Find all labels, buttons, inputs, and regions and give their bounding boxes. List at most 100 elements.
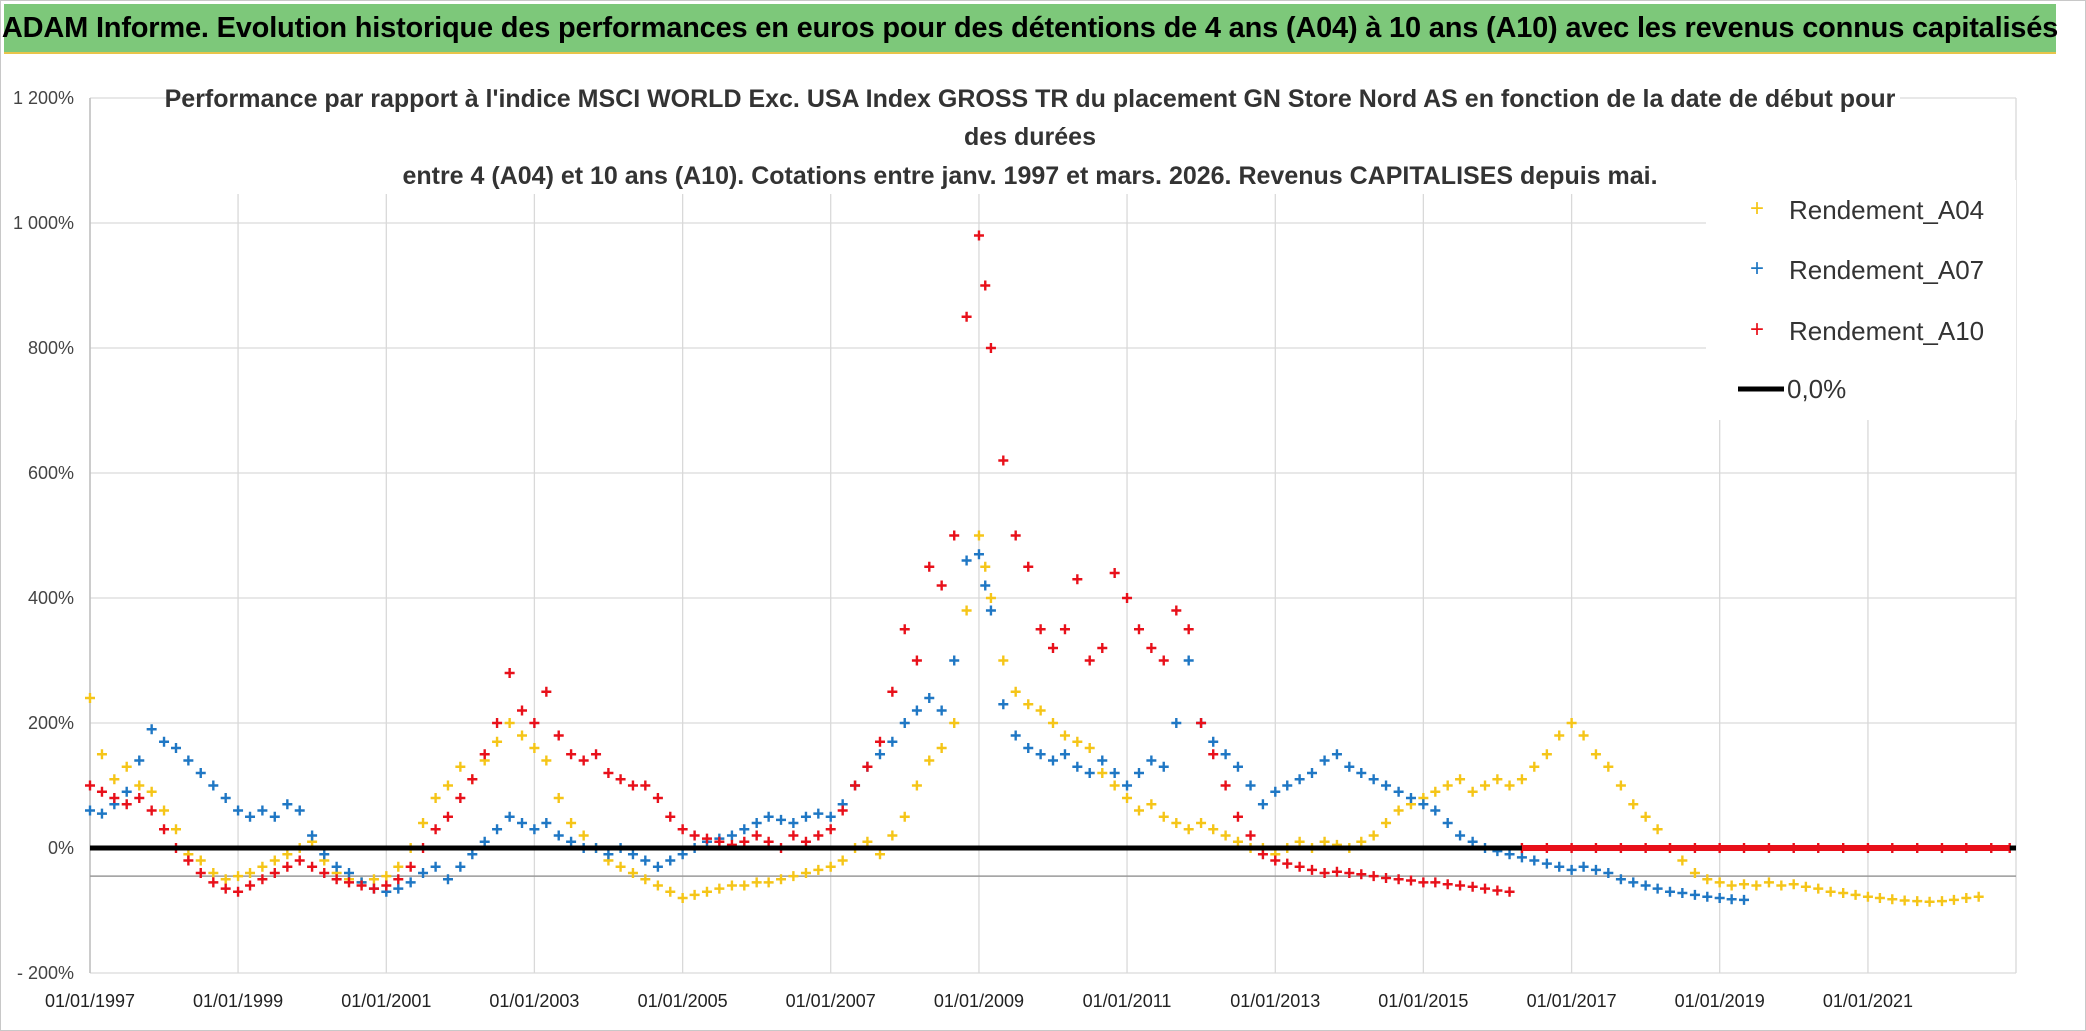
chart-title-line-2: des durées: [964, 123, 1096, 151]
data-point: [1455, 830, 1466, 841]
data-point: [455, 861, 466, 872]
data-point: [578, 755, 589, 766]
data-point: [442, 811, 453, 822]
data-point: [1282, 780, 1293, 791]
data-point: [1615, 874, 1626, 885]
data-point: [1368, 774, 1379, 785]
data-point: [788, 830, 799, 841]
data-point: [1702, 891, 1713, 902]
data-point: [492, 824, 503, 835]
data-point: [1948, 894, 1959, 905]
data-point: [887, 830, 898, 841]
data-point: [813, 808, 824, 819]
data-point: [1455, 880, 1466, 891]
legend-label-a07: Rendement_A07: [1789, 255, 1984, 285]
data-point: [1504, 780, 1515, 791]
data-point: [257, 861, 268, 872]
data-point: [1245, 830, 1256, 841]
data-point: [418, 818, 429, 828]
data-point: [1516, 774, 1527, 785]
data-point: [1183, 655, 1194, 666]
data-point: [1356, 768, 1367, 778]
data-point: [665, 886, 676, 897]
data-point: [319, 868, 330, 878]
data-point: [1183, 824, 1194, 835]
data-point: [1800, 881, 1811, 892]
data-point: [837, 805, 848, 816]
data-point: [1492, 774, 1503, 785]
data-point: [1813, 883, 1824, 894]
data-point: [1097, 768, 1108, 778]
data-point: [1294, 774, 1305, 785]
legend-marker-a10: +: [1750, 316, 1764, 343]
data-point: [1850, 889, 1861, 900]
data-point: [825, 861, 836, 872]
data-point: [1615, 780, 1626, 791]
data-point: [442, 874, 453, 885]
data-point: [1208, 749, 1219, 760]
data-point: [627, 849, 638, 860]
data-point: [603, 849, 614, 860]
data-point: [701, 886, 712, 897]
data-point: [517, 730, 528, 741]
data-point: [504, 811, 515, 822]
data-point: [1393, 874, 1404, 885]
data-point: [887, 736, 898, 747]
data-point: [1010, 730, 1021, 741]
data-point: [245, 880, 256, 891]
data-point: [109, 793, 120, 803]
data-point: [911, 655, 922, 666]
data-point: [146, 786, 157, 797]
data-point: [1590, 749, 1601, 760]
data-point: [1307, 864, 1317, 875]
data-point: [1405, 875, 1416, 886]
data-point: [220, 883, 231, 894]
data-point: [220, 793, 231, 803]
data-point: [615, 774, 626, 785]
data-point: [418, 868, 429, 878]
data-point: [121, 799, 132, 810]
chart-title-line-3: entre 4 (A04) et 10 ans (A10). Cotations…: [402, 162, 1657, 190]
data-point: [1554, 861, 1565, 872]
data-point: [1393, 805, 1404, 816]
data-point: [282, 861, 293, 872]
data-point: [949, 530, 960, 541]
data-point: [980, 280, 991, 291]
data-point: [245, 811, 256, 822]
data-point: [566, 749, 577, 760]
data-point: [1232, 761, 1243, 772]
data-point: [1146, 755, 1157, 766]
data-point: [1084, 768, 1095, 778]
data-point: [170, 743, 181, 753]
data-point: [936, 705, 947, 716]
data-point: [1344, 868, 1355, 878]
data-point: [1887, 894, 1898, 905]
data-point: [1331, 749, 1342, 760]
data-point: [257, 874, 268, 885]
data-point: [1220, 780, 1231, 791]
data-point: [874, 736, 885, 747]
data-point: [1862, 891, 1873, 902]
data-point: [751, 877, 762, 888]
data-point: [1578, 730, 1589, 741]
data-point: [652, 861, 663, 872]
data-point: [973, 230, 984, 241]
data-point: [1405, 793, 1416, 803]
data-point: [331, 861, 342, 872]
data-point: [665, 855, 676, 866]
y-tick-label: 1 200%: [13, 88, 74, 108]
data-point: [245, 868, 256, 878]
data-point: [1196, 718, 1207, 728]
data-point: [1023, 743, 1034, 753]
data-point: [1035, 705, 1046, 716]
data-point: [1097, 755, 1108, 766]
data-point: [1158, 811, 1169, 822]
data-point: [1307, 768, 1317, 778]
data-point: [1072, 574, 1083, 585]
data-point: [1059, 749, 1070, 760]
data-point: [170, 824, 181, 835]
data-point: [1702, 874, 1713, 885]
data-point: [1134, 624, 1144, 635]
data-point: [1788, 879, 1799, 890]
legend: + Rendement_A04 + Rendement_A07 + Rendem…: [1706, 180, 2016, 420]
